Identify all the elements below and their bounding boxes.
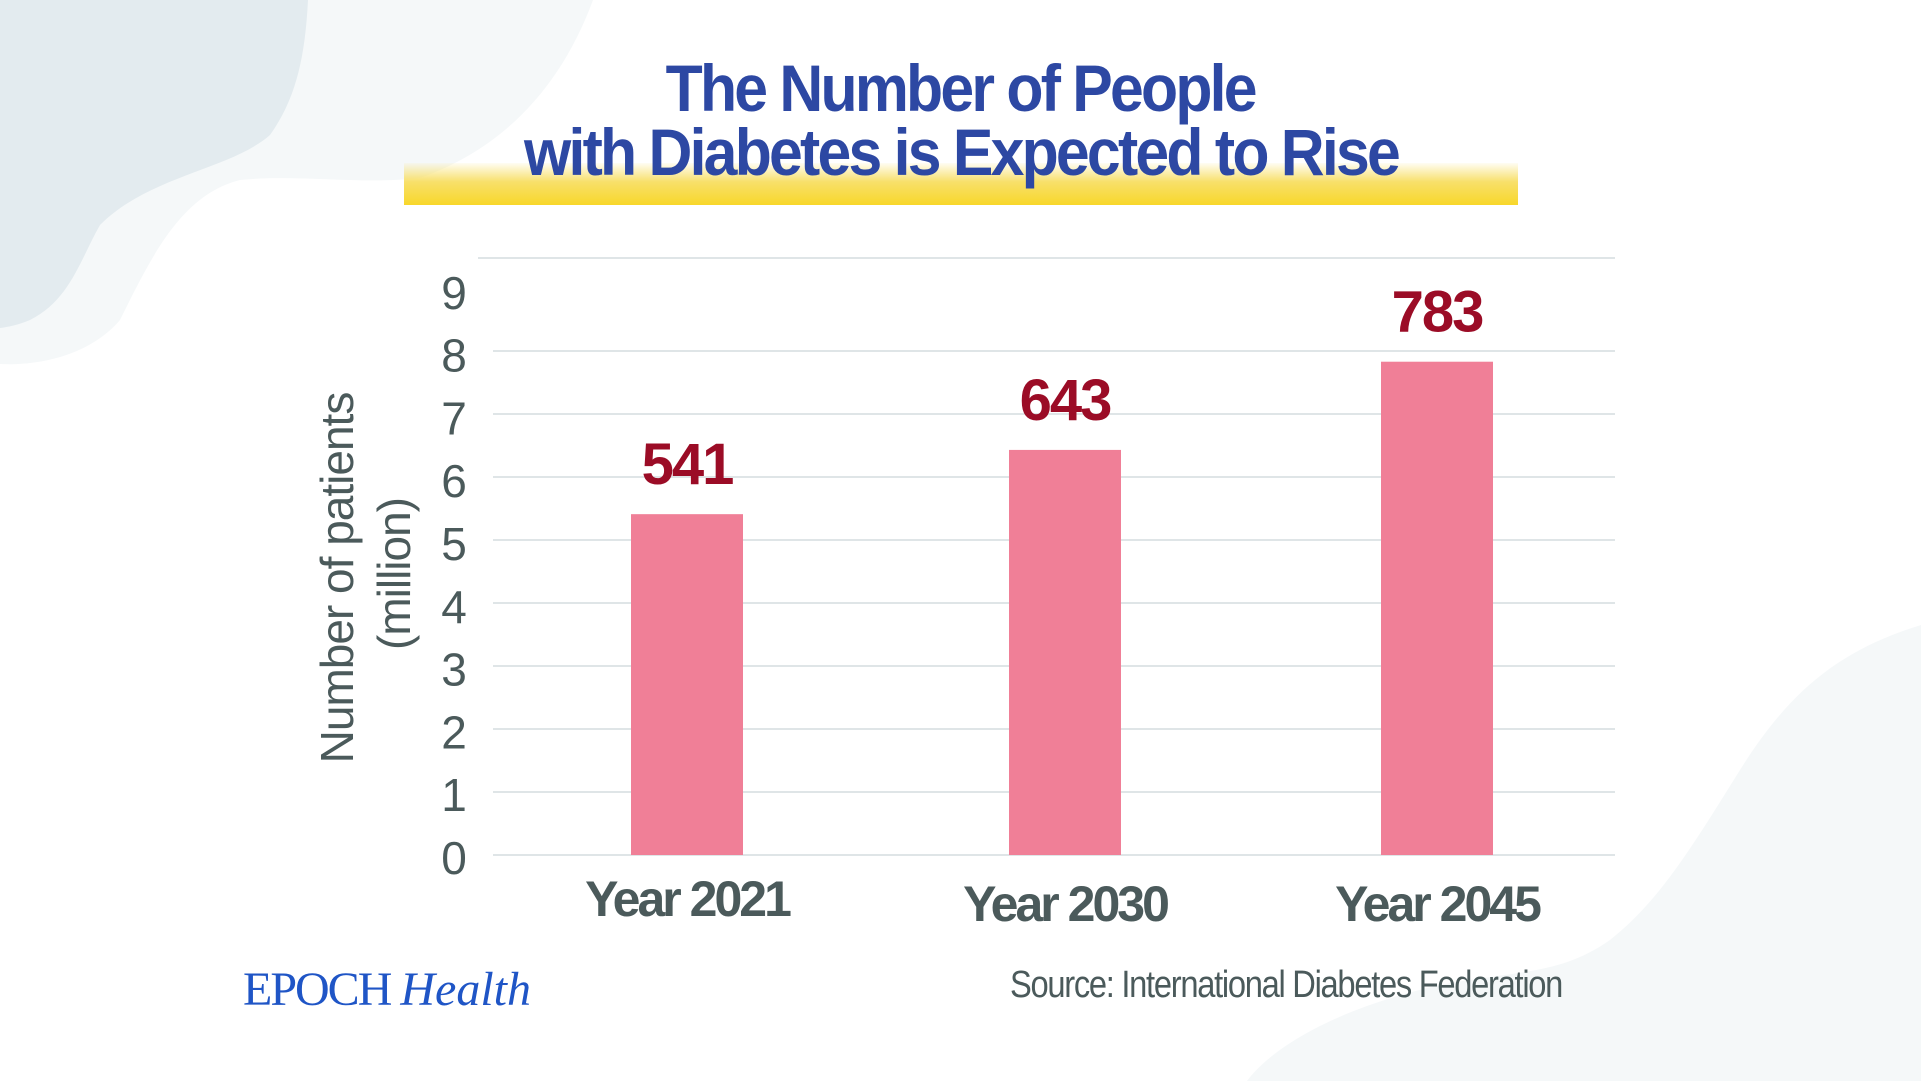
y-tick-label: 7: [441, 392, 467, 444]
source-note: Source: International Diabetes Federatio…: [1010, 964, 1563, 1006]
bar-year-2045: [1381, 361, 1493, 855]
y-axis-title: Number of patients (million): [311, 393, 420, 764]
x-tick-label: Year 2021: [585, 871, 791, 927]
x-tick-label: Year 2030: [963, 876, 1168, 932]
bars: [631, 361, 1493, 855]
bg-shape-top-left-dark: [0, 0, 308, 328]
x-tick-label: Year 2045: [1335, 876, 1541, 932]
y-tick-labels: 0 1 2 3 4 5 6 7 8 9: [441, 267, 467, 884]
y-tick-label: 9: [441, 267, 467, 319]
y-tick-label: 1: [441, 769, 467, 821]
y-axis-title-line-2: (million): [368, 498, 420, 650]
y-tick-label: 6: [441, 455, 467, 507]
y-tick-label: 5: [441, 518, 467, 570]
title-line-1-text: The Number of People: [665, 51, 1258, 125]
title-line-1: The Number of People: [0, 55, 1921, 121]
logo-epoch: EPOCH: [243, 963, 392, 1016]
data-labels: 541 643 783: [642, 280, 1486, 497]
epoch-health-logo: EPOCH Health: [243, 966, 531, 1014]
y-tick-label: 2: [441, 706, 467, 758]
logo-health: Health: [400, 963, 531, 1016]
data-label: 643: [1020, 368, 1112, 433]
data-label: 541: [642, 432, 734, 497]
title-highlight-bar: [404, 163, 1518, 205]
title-line-2-text: with Diabetes is Expected to Rise: [523, 115, 1400, 189]
data-label: 783: [1392, 280, 1484, 345]
y-tick-label: 8: [441, 330, 467, 382]
y-tick-label: 3: [441, 644, 467, 696]
bg-shape-bottom-right: [1247, 625, 1921, 1081]
x-tick-labels: Year 2021 Year 2030 Year 2045: [585, 871, 1544, 932]
y-tick-label: 0: [441, 832, 467, 884]
y-axis-title-line-1: Number of patients: [311, 393, 363, 764]
bar-year-2021: [631, 514, 743, 855]
title-line-2: with Diabetes is Expected to Rise: [0, 119, 1921, 185]
bar-year-2030: [1009, 449, 1121, 855]
title-block: The Number of People with Diabetes is Ex…: [0, 0, 1921, 240]
y-tick-label: 4: [441, 581, 467, 633]
